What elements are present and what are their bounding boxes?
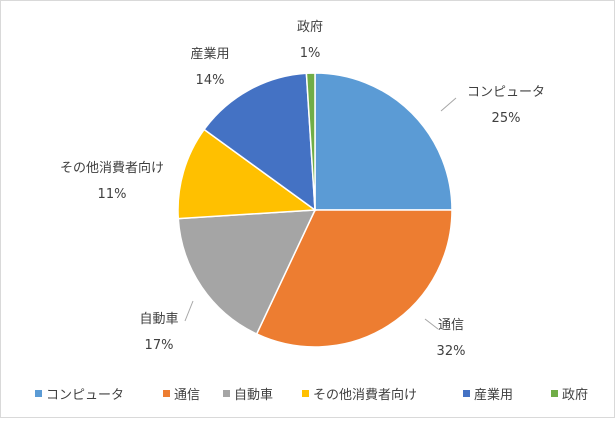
pie-slice-1	[314, 72, 453, 211]
data-label-value-slice-2: 32%	[437, 344, 466, 359]
legend-label-slice-3: 自動車	[234, 388, 273, 403]
legend-swatch-slice-4	[302, 390, 309, 397]
legend-label-slice-4: その他消費者向け	[313, 387, 417, 403]
pie-slice-5	[203, 72, 316, 212]
leader-line-slice-3	[184, 300, 194, 322]
data-label-value-slice-3: 17%	[145, 338, 174, 353]
data-label-name-slice-2: 通信	[438, 318, 464, 333]
legend-swatch-slice-6	[551, 390, 558, 397]
legend-label-slice-6: 政府	[562, 388, 588, 403]
pie-slice-6	[305, 72, 316, 211]
leader-lines	[184, 97, 457, 330]
data-label-name-slice-5: 産業用	[190, 46, 229, 62]
legend-swatch-slice-1	[35, 390, 42, 397]
pie-slices	[177, 72, 453, 348]
legend-swatch-slice-3	[223, 390, 230, 397]
data-label-value-slice-5: 14%	[196, 73, 225, 88]
legend-swatch-slice-2	[163, 390, 170, 397]
data-label-name-slice-3: 自動車	[139, 312, 178, 327]
leader-line-slice-1	[440, 97, 457, 112]
data-label-name-slice-6: 政府	[297, 20, 323, 35]
data-label-name-slice-1: コンピュータ	[467, 85, 545, 100]
data-label-value-slice-1: 25%	[492, 111, 521, 126]
legend-label-slice-2: 通信	[174, 388, 200, 403]
legend-swatch-slice-5	[463, 390, 470, 397]
pie-slice-4	[177, 128, 318, 220]
legend-label-slice-1: コンピュータ	[46, 388, 124, 403]
data-label-value-slice-4: 11%	[98, 187, 127, 202]
data-label-value-slice-6: 1%	[300, 46, 321, 61]
data-label-name-slice-4: その他消費者向け	[60, 160, 164, 176]
data-labels: コンピュータ 25% 通信 32% 自動車 17% その他消費者向け 11% 産業用 14% 政府 1…	[60, 20, 545, 359]
pie-slice-3	[177, 209, 317, 335]
leader-line-slice-2	[424, 318, 439, 330]
legend-label-slice-5: 産業用	[474, 387, 513, 403]
legend: コンピュータ 通信 自動車 その他消費者向け 産業用 政府	[35, 387, 588, 403]
pie-slice-2	[255, 209, 453, 348]
